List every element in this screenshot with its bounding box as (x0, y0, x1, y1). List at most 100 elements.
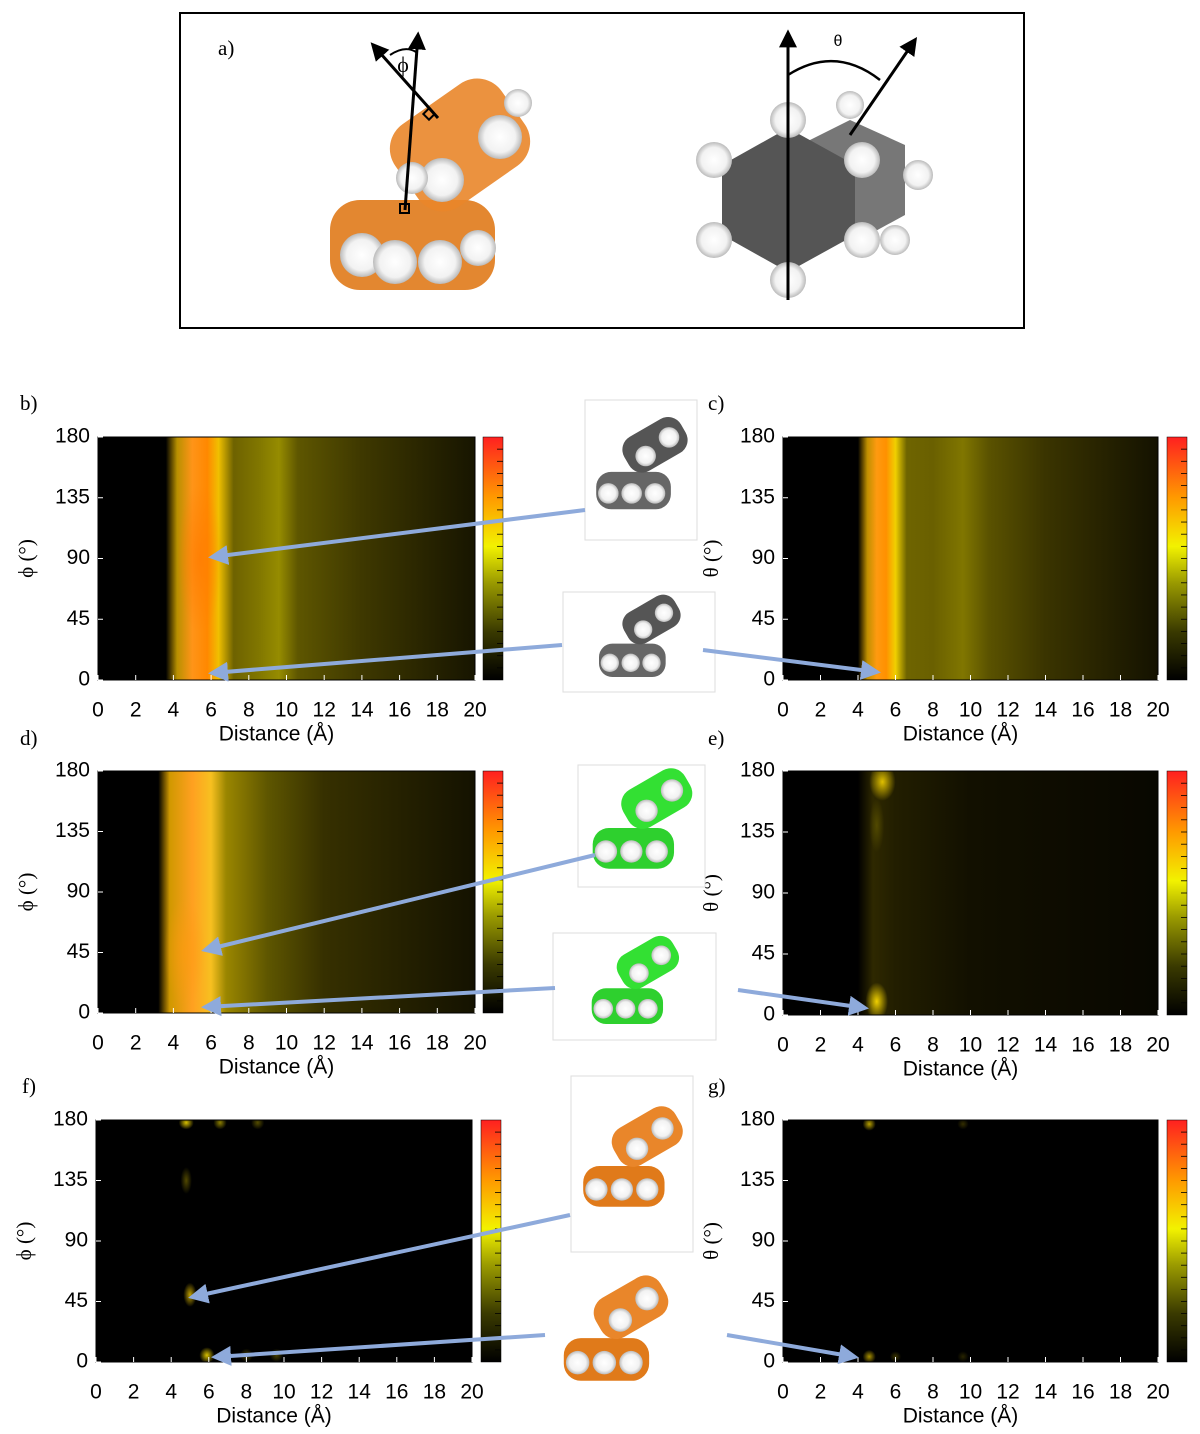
y-tick-label: 90 (67, 546, 90, 569)
x-tick-label: 10 (959, 1381, 982, 1404)
y-tick-label: 135 (740, 1168, 775, 1191)
hot-spot (270, 1349, 283, 1362)
x-tick-label: 8 (241, 1381, 253, 1404)
x-axis-label: Distance (Å) (903, 1405, 1019, 1428)
atom (621, 483, 642, 504)
molecule-thumbnail (563, 590, 715, 692)
panel-label: d) (20, 726, 38, 750)
x-tick-label: 2 (130, 1032, 142, 1055)
y-tick-label: 135 (740, 485, 775, 508)
atom (626, 1138, 648, 1160)
x-tick-label: 12 (996, 699, 1019, 722)
x-tick-label: 10 (959, 1034, 982, 1057)
atom (661, 779, 683, 801)
figure: a) ϕ θ 0246810121416182004590135180Dista… (0, 0, 1200, 1434)
atom (598, 483, 619, 504)
x-tick-label: 4 (168, 1032, 180, 1055)
x-tick-label: 16 (1071, 1381, 1094, 1404)
atom (566, 1351, 589, 1374)
heatmap-panel: 0246810121416182004590135180Distance (Å)… (12, 1074, 501, 1428)
heatmap (98, 771, 475, 1013)
panel-label: e) (708, 726, 724, 750)
x-tick-label: 0 (92, 1032, 104, 1055)
y-tick-label: 135 (55, 819, 90, 842)
phi-symbol: ϕ (397, 52, 409, 77)
panel-label: g) (708, 1074, 726, 1098)
atom (659, 427, 680, 448)
heatmap-panel: 0246810121416182004590135180Distance (Å)… (699, 726, 1187, 1081)
x-tick-label: 0 (92, 699, 104, 722)
y-tick-label: 90 (752, 881, 775, 904)
molecule-thumbnail (571, 1076, 693, 1252)
heatmap (783, 771, 1158, 1015)
x-tick-label: 16 (388, 699, 411, 722)
x-tick-label: 6 (205, 699, 217, 722)
hot-spot (863, 1350, 876, 1363)
x-tick-label: 12 (313, 1032, 336, 1055)
x-tick-label: 0 (90, 1381, 102, 1404)
x-tick-label: 14 (350, 1032, 374, 1055)
y-tick-label: 0 (76, 1350, 88, 1373)
x-tick-label: 18 (1109, 1034, 1132, 1057)
molecule-thumbnail (553, 931, 716, 1040)
y-tick-label: 45 (65, 1289, 88, 1312)
y-tick-label: 135 (55, 485, 90, 508)
hot-spot (869, 798, 884, 852)
y-tick-label: 90 (65, 1229, 88, 1252)
atom (635, 800, 657, 822)
panel-label: c) (708, 391, 724, 415)
x-tick-label: 18 (426, 1032, 449, 1055)
y-tick-label: 135 (53, 1168, 88, 1191)
x-tick-label: 20 (463, 699, 486, 722)
y-tick-label: 180 (55, 759, 90, 782)
atom (595, 840, 617, 862)
x-tick-label: 20 (1146, 699, 1169, 722)
y-tick-label: 45 (752, 607, 775, 630)
panel-label: a) (218, 36, 234, 60)
atom (622, 654, 640, 672)
atom (651, 945, 671, 965)
y-tick-label: 0 (78, 668, 90, 691)
atom (629, 963, 649, 983)
x-tick-label: 16 (1071, 1034, 1094, 1057)
x-tick-label: 18 (1109, 699, 1132, 722)
x-tick-label: 14 (350, 699, 374, 722)
x-axis-label: Distance (Å) (219, 1056, 335, 1079)
y-axis-label: θ (°) (699, 540, 723, 578)
hot-spot (251, 1116, 264, 1129)
panel-label: b) (20, 391, 38, 415)
atom (611, 1178, 633, 1200)
x-axis-label: Distance (Å) (219, 723, 335, 746)
x-tick-label: 18 (1109, 1381, 1132, 1404)
molecule-thumbnail (585, 400, 697, 540)
atom (619, 1351, 642, 1374)
x-tick-label: 20 (1146, 1381, 1169, 1404)
hot-spot (957, 1351, 968, 1362)
atom (609, 1308, 632, 1331)
heatmap (96, 1120, 472, 1362)
x-tick-label: 18 (426, 699, 449, 722)
atom (616, 999, 636, 1019)
x-tick-label: 6 (890, 1034, 902, 1057)
x-tick-label: 12 (996, 1381, 1019, 1404)
x-tick-label: 10 (272, 1381, 295, 1404)
x-tick-label: 2 (815, 1381, 827, 1404)
y-tick-label: 180 (740, 425, 775, 448)
atom (593, 1351, 616, 1374)
hot-spot (869, 763, 895, 801)
x-tick-label: 6 (203, 1381, 215, 1404)
atom (635, 1287, 658, 1310)
y-tick-label: 45 (67, 607, 90, 630)
y-tick-label: 180 (740, 1108, 775, 1131)
molecule-thumbnail (578, 762, 705, 887)
x-tick-label: 16 (385, 1381, 408, 1404)
x-tick-label: 6 (890, 1381, 902, 1404)
x-axis-label: Distance (Å) (216, 1405, 332, 1428)
atom (646, 840, 668, 862)
y-tick-label: 180 (740, 759, 775, 782)
x-tick-label: 2 (815, 699, 827, 722)
x-tick-label: 10 (275, 699, 298, 722)
x-tick-label: 6 (890, 699, 902, 722)
x-tick-label: 8 (243, 699, 255, 722)
